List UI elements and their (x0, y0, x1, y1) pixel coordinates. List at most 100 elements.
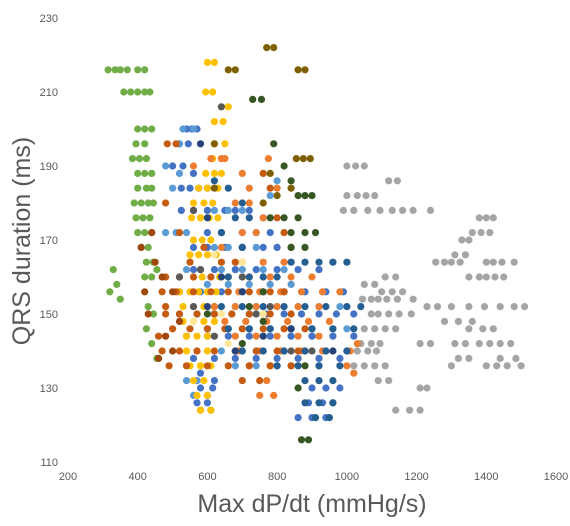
data-point (266, 325, 274, 333)
data-point (207, 288, 215, 296)
data-point (374, 295, 382, 303)
x-tick-label: 200 (59, 471, 77, 483)
data-point (210, 206, 218, 214)
data-point (358, 295, 367, 303)
series-1 (339, 162, 529, 414)
data-point (144, 243, 152, 251)
data-point (266, 229, 274, 237)
data-point (238, 243, 246, 251)
data-point (280, 162, 288, 170)
data-point (496, 303, 504, 311)
data-point (207, 273, 215, 281)
data-point (426, 206, 435, 214)
data-point (179, 162, 187, 170)
data-point (432, 258, 440, 266)
data-point (336, 384, 344, 392)
data-point (329, 258, 337, 266)
data-point (169, 162, 177, 170)
data-point (294, 214, 302, 222)
data-point (329, 332, 337, 340)
data-point (297, 288, 306, 296)
data-point (266, 184, 274, 192)
data-point (468, 229, 476, 237)
data-point (217, 169, 225, 177)
data-point (294, 332, 302, 340)
data-point (207, 236, 215, 244)
data-point (202, 169, 210, 177)
data-point (280, 325, 288, 333)
data-point (200, 199, 208, 207)
data-point (388, 206, 396, 214)
data-point (169, 184, 177, 192)
data-point (343, 325, 351, 333)
data-point (306, 155, 314, 163)
data-point (217, 266, 225, 274)
series-8 (210, 177, 365, 422)
data-point (238, 288, 246, 296)
data-point (238, 303, 246, 311)
data-point (146, 214, 154, 222)
data-point (381, 273, 389, 281)
data-point (301, 347, 309, 355)
data-point (200, 317, 208, 325)
data-point (189, 303, 198, 311)
x-tick-label: 400 (129, 471, 147, 483)
data-point (329, 325, 337, 333)
data-point (177, 206, 185, 214)
data-point (399, 206, 407, 214)
data-point (175, 347, 184, 355)
data-point (189, 169, 198, 177)
data-point (393, 177, 401, 185)
data-point (376, 206, 384, 214)
data-point (252, 310, 260, 318)
data-point (294, 266, 302, 274)
data-point (162, 332, 170, 340)
data-point (385, 177, 393, 185)
data-point (325, 317, 333, 325)
series-4 (175, 58, 232, 414)
data-point (224, 340, 232, 348)
data-point (196, 384, 205, 392)
data-point (385, 310, 393, 318)
data-point (198, 236, 206, 244)
data-point (134, 229, 142, 237)
data-point (245, 310, 253, 318)
data-point (231, 214, 239, 222)
data-point (217, 229, 225, 237)
data-point (367, 310, 375, 318)
data-point (273, 303, 281, 311)
data-point (259, 325, 267, 333)
data-point (409, 206, 417, 214)
data-point (475, 340, 483, 348)
data-point (175, 310, 184, 318)
data-point (259, 258, 267, 266)
data-point (149, 310, 157, 318)
series-11 (175, 103, 316, 355)
data-point (336, 303, 344, 311)
data-point (189, 199, 198, 207)
data-point (189, 162, 198, 170)
data-point (381, 362, 389, 370)
data-point (210, 184, 218, 192)
data-point (447, 303, 455, 311)
data-point (231, 332, 239, 340)
data-point (465, 236, 473, 244)
data-point (198, 273, 206, 281)
data-point (137, 199, 145, 207)
data-point (141, 288, 149, 296)
data-point (416, 384, 424, 392)
data-point (210, 58, 218, 66)
data-point (315, 399, 323, 407)
data-point (195, 288, 203, 296)
data-point (144, 310, 152, 318)
data-point (315, 303, 323, 311)
data-point (162, 162, 170, 170)
data-point (451, 340, 459, 348)
data-point (259, 317, 267, 325)
data-point (273, 362, 281, 370)
data-point (372, 347, 381, 355)
data-point (149, 199, 157, 207)
data-point (301, 243, 309, 251)
data-point (203, 325, 211, 333)
data-point (266, 303, 274, 311)
